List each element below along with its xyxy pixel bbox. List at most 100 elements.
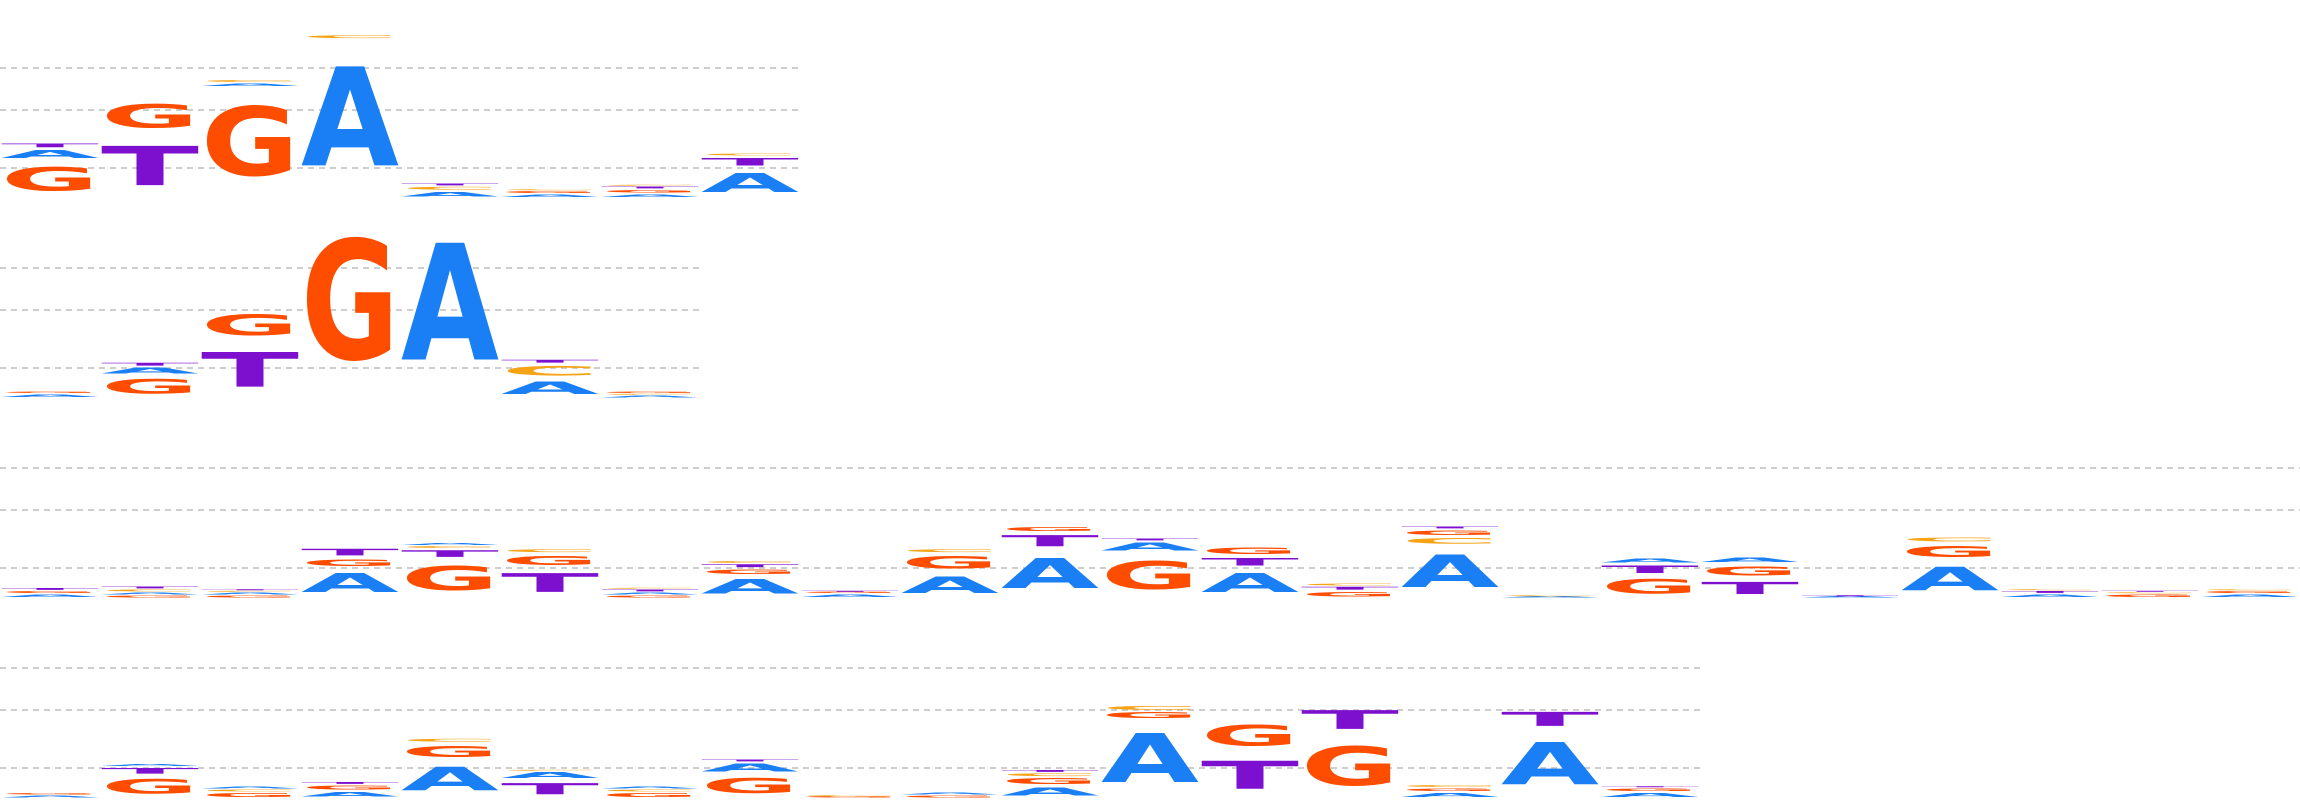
base-t-glyph: T [1401, 526, 1499, 529]
base-t-glyph: T [1, 143, 99, 149]
base-a-glyph: A [1001, 786, 1100, 798]
base-a-glyph: A [1, 795, 99, 798]
base-c-glyph: C [201, 789, 299, 792]
base-c-glyph: C [201, 80, 299, 83]
base-a-glyph: A [1601, 792, 1699, 798]
base-a-glyph: A [601, 395, 699, 398]
base-c-glyph: C [701, 153, 799, 156]
base-t-glyph: T [601, 589, 699, 592]
base-g-glyph: G [2201, 591, 2299, 594]
base-c-glyph: C [1001, 773, 1099, 777]
base-c-glyph: C [801, 795, 899, 796]
base-c-glyph: C [1501, 595, 1599, 596]
base-c-glyph: C [501, 549, 599, 553]
base-g-glyph: G [301, 207, 399, 398]
base-a-glyph: A [1701, 556, 1799, 563]
base-a-glyph: A [401, 212, 499, 398]
base-t-glyph: T [101, 586, 199, 589]
base-t-glyph: T [2101, 591, 2199, 592]
base-t-glyph: T [101, 362, 199, 366]
base-t-glyph: T [301, 782, 399, 785]
base-g-glyph: G [401, 559, 499, 598]
base-t-glyph: T [1001, 532, 1099, 550]
base-g-glyph: G [501, 191, 599, 194]
base-a-glyph: A [401, 760, 499, 797]
base-t-glyph: T [101, 767, 199, 776]
base-a-glyph: A [501, 194, 599, 198]
base-c-glyph: C [1301, 583, 1399, 586]
base-g-glyph: G [1401, 529, 1499, 536]
base-t-glyph: T [1, 588, 99, 591]
base-a-glyph: A [601, 194, 699, 198]
base-g-glyph: G [1401, 788, 1499, 792]
base-g-glyph: G [1901, 543, 1999, 561]
base-g-glyph: G [301, 557, 399, 567]
base-g-glyph: G [501, 553, 599, 568]
base-a-glyph: A [1201, 568, 1299, 598]
base-a-glyph: A [201, 83, 299, 87]
base-g-glyph: G [1201, 545, 1299, 555]
base-t-glyph: T [1301, 705, 1399, 735]
base-a-glyph: A [1, 394, 99, 398]
base-a-glyph: A [101, 367, 199, 376]
base-g-glyph: G [1201, 720, 1299, 753]
base-a-glyph: A [401, 191, 499, 198]
base-a-glyph: A [1501, 731, 1599, 798]
base-a-glyph: A [1101, 541, 1200, 553]
base-t-glyph: T [301, 547, 399, 557]
base-t-glyph: T [1501, 708, 1599, 730]
base-c-glyph: C [401, 186, 499, 190]
base-c-glyph: C [601, 394, 699, 395]
base-g-glyph: G [1, 161, 99, 198]
base-g-glyph: G [201, 310, 299, 343]
base-g-glyph: G [1301, 591, 1399, 598]
base-a-glyph: A [1101, 720, 1199, 798]
base-a-glyph: A [701, 576, 799, 598]
base-g-glyph: G [601, 595, 699, 598]
base-a-glyph: A [1501, 597, 1599, 598]
base-t-glyph: T [501, 568, 599, 598]
base-a-glyph: A [2001, 594, 2099, 598]
base-t-glyph: T [201, 589, 299, 590]
base-a-glyph: A [1901, 560, 1999, 597]
base-a-glyph: A [1, 149, 100, 161]
base-t-glyph: T [1801, 595, 1899, 596]
base-a-glyph: A [501, 379, 599, 398]
base-t-glyph: T [1001, 770, 1099, 773]
base-g-glyph: G [901, 795, 999, 798]
base-c-glyph: C [2001, 589, 2099, 590]
base-c-glyph: C [501, 364, 599, 379]
base-c-glyph: C [201, 591, 299, 592]
base-g-glyph: G [601, 792, 699, 798]
base-g-glyph: G [601, 392, 699, 393]
base-c-glyph: C [1401, 785, 1499, 788]
base-g-glyph: G [601, 189, 699, 193]
base-a-glyph: A [1001, 551, 1099, 599]
base-g-glyph: G [1, 591, 99, 594]
base-t-glyph: T [1201, 753, 1299, 798]
base-g-glyph: G [1101, 553, 1199, 598]
base-a-glyph: A [1601, 558, 1699, 564]
base-a-glyph: A [201, 786, 299, 789]
base-a-glyph: A [801, 594, 899, 598]
base-c-glyph: C [601, 789, 699, 792]
base-g-glyph: G [301, 785, 399, 791]
base-t-glyph: T [1701, 579, 1799, 598]
base-c-glyph: C [601, 185, 699, 186]
base-t-glyph: T [1101, 538, 1199, 541]
base-t-glyph: T [701, 156, 799, 168]
base-t-glyph: T [401, 183, 499, 186]
base-c-glyph: C [101, 589, 199, 592]
base-g-glyph: G [1601, 788, 1699, 792]
base-a-glyph: A [701, 168, 799, 198]
base-a-glyph: A [1401, 546, 1500, 598]
base-t-glyph: T [601, 186, 699, 189]
base-t-glyph: T [1201, 556, 1299, 568]
base-c-glyph: C [1901, 537, 1999, 543]
base-t-glyph: T [401, 549, 499, 559]
base-c-glyph: C [2201, 589, 2299, 590]
base-g-glyph: G [1, 794, 99, 795]
base-a-glyph: A [901, 573, 999, 598]
